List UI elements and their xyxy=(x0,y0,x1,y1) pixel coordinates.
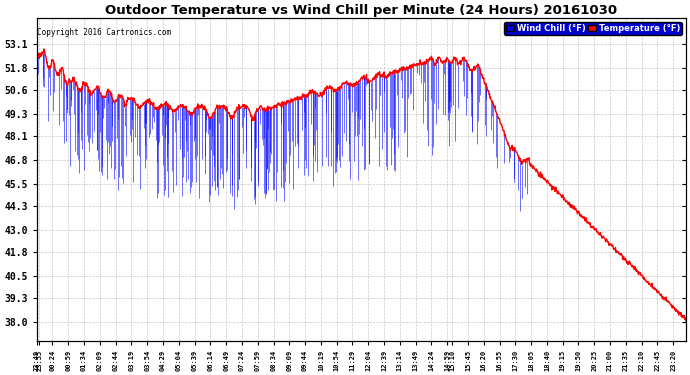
Text: Copyright 2016 Cartronics.com: Copyright 2016 Cartronics.com xyxy=(37,28,172,37)
Legend: Wind Chill (°F), Temperature (°F): Wind Chill (°F), Temperature (°F) xyxy=(504,22,682,35)
Title: Outdoor Temperature vs Wind Chill per Minute (24 Hours) 20161030: Outdoor Temperature vs Wind Chill per Mi… xyxy=(105,4,618,17)
